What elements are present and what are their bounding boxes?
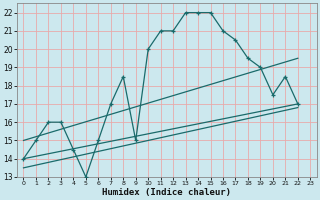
X-axis label: Humidex (Indice chaleur): Humidex (Indice chaleur): [102, 188, 231, 197]
